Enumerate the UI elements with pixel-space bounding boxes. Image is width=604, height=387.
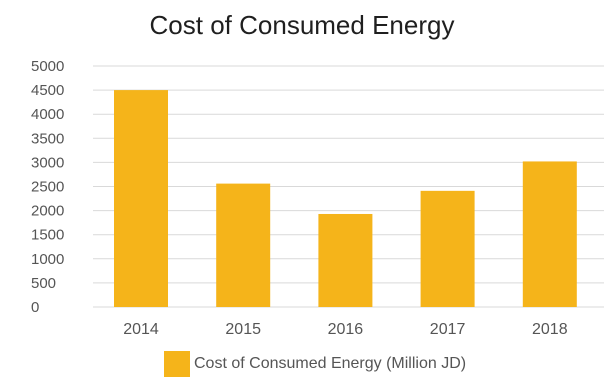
- bar-2016: [318, 214, 372, 307]
- x-tick-label: 2014: [123, 321, 159, 338]
- y-tick-label: 500: [31, 275, 56, 292]
- y-tick-label: 1000: [31, 251, 64, 268]
- bar-2018: [523, 161, 577, 307]
- y-tick-label: 0: [31, 299, 39, 316]
- x-tick-label: 2016: [328, 321, 364, 338]
- y-tick-label: 4500: [31, 82, 64, 99]
- y-tick-label: 5000: [31, 58, 64, 75]
- bar-2014: [114, 90, 168, 307]
- x-tick-label: 2017: [430, 321, 466, 338]
- x-tick-label: 2015: [225, 321, 261, 338]
- y-tick-label: 3000: [31, 154, 64, 171]
- y-tick-label: 2000: [31, 203, 64, 220]
- bar-2015: [216, 184, 270, 307]
- y-tick-label: 1500: [31, 227, 64, 244]
- legend: Cost of Consumed Energy (Million JD): [164, 351, 466, 377]
- y-tick-label: 4000: [31, 106, 64, 123]
- y-tick-label: 3500: [31, 130, 64, 147]
- legend-label: Cost of Consumed Energy (Million JD): [194, 355, 466, 373]
- legend-swatch: [164, 351, 190, 377]
- x-tick-label: 2018: [532, 321, 568, 338]
- y-tick-label: 2500: [31, 179, 64, 196]
- bar-2017: [421, 191, 475, 307]
